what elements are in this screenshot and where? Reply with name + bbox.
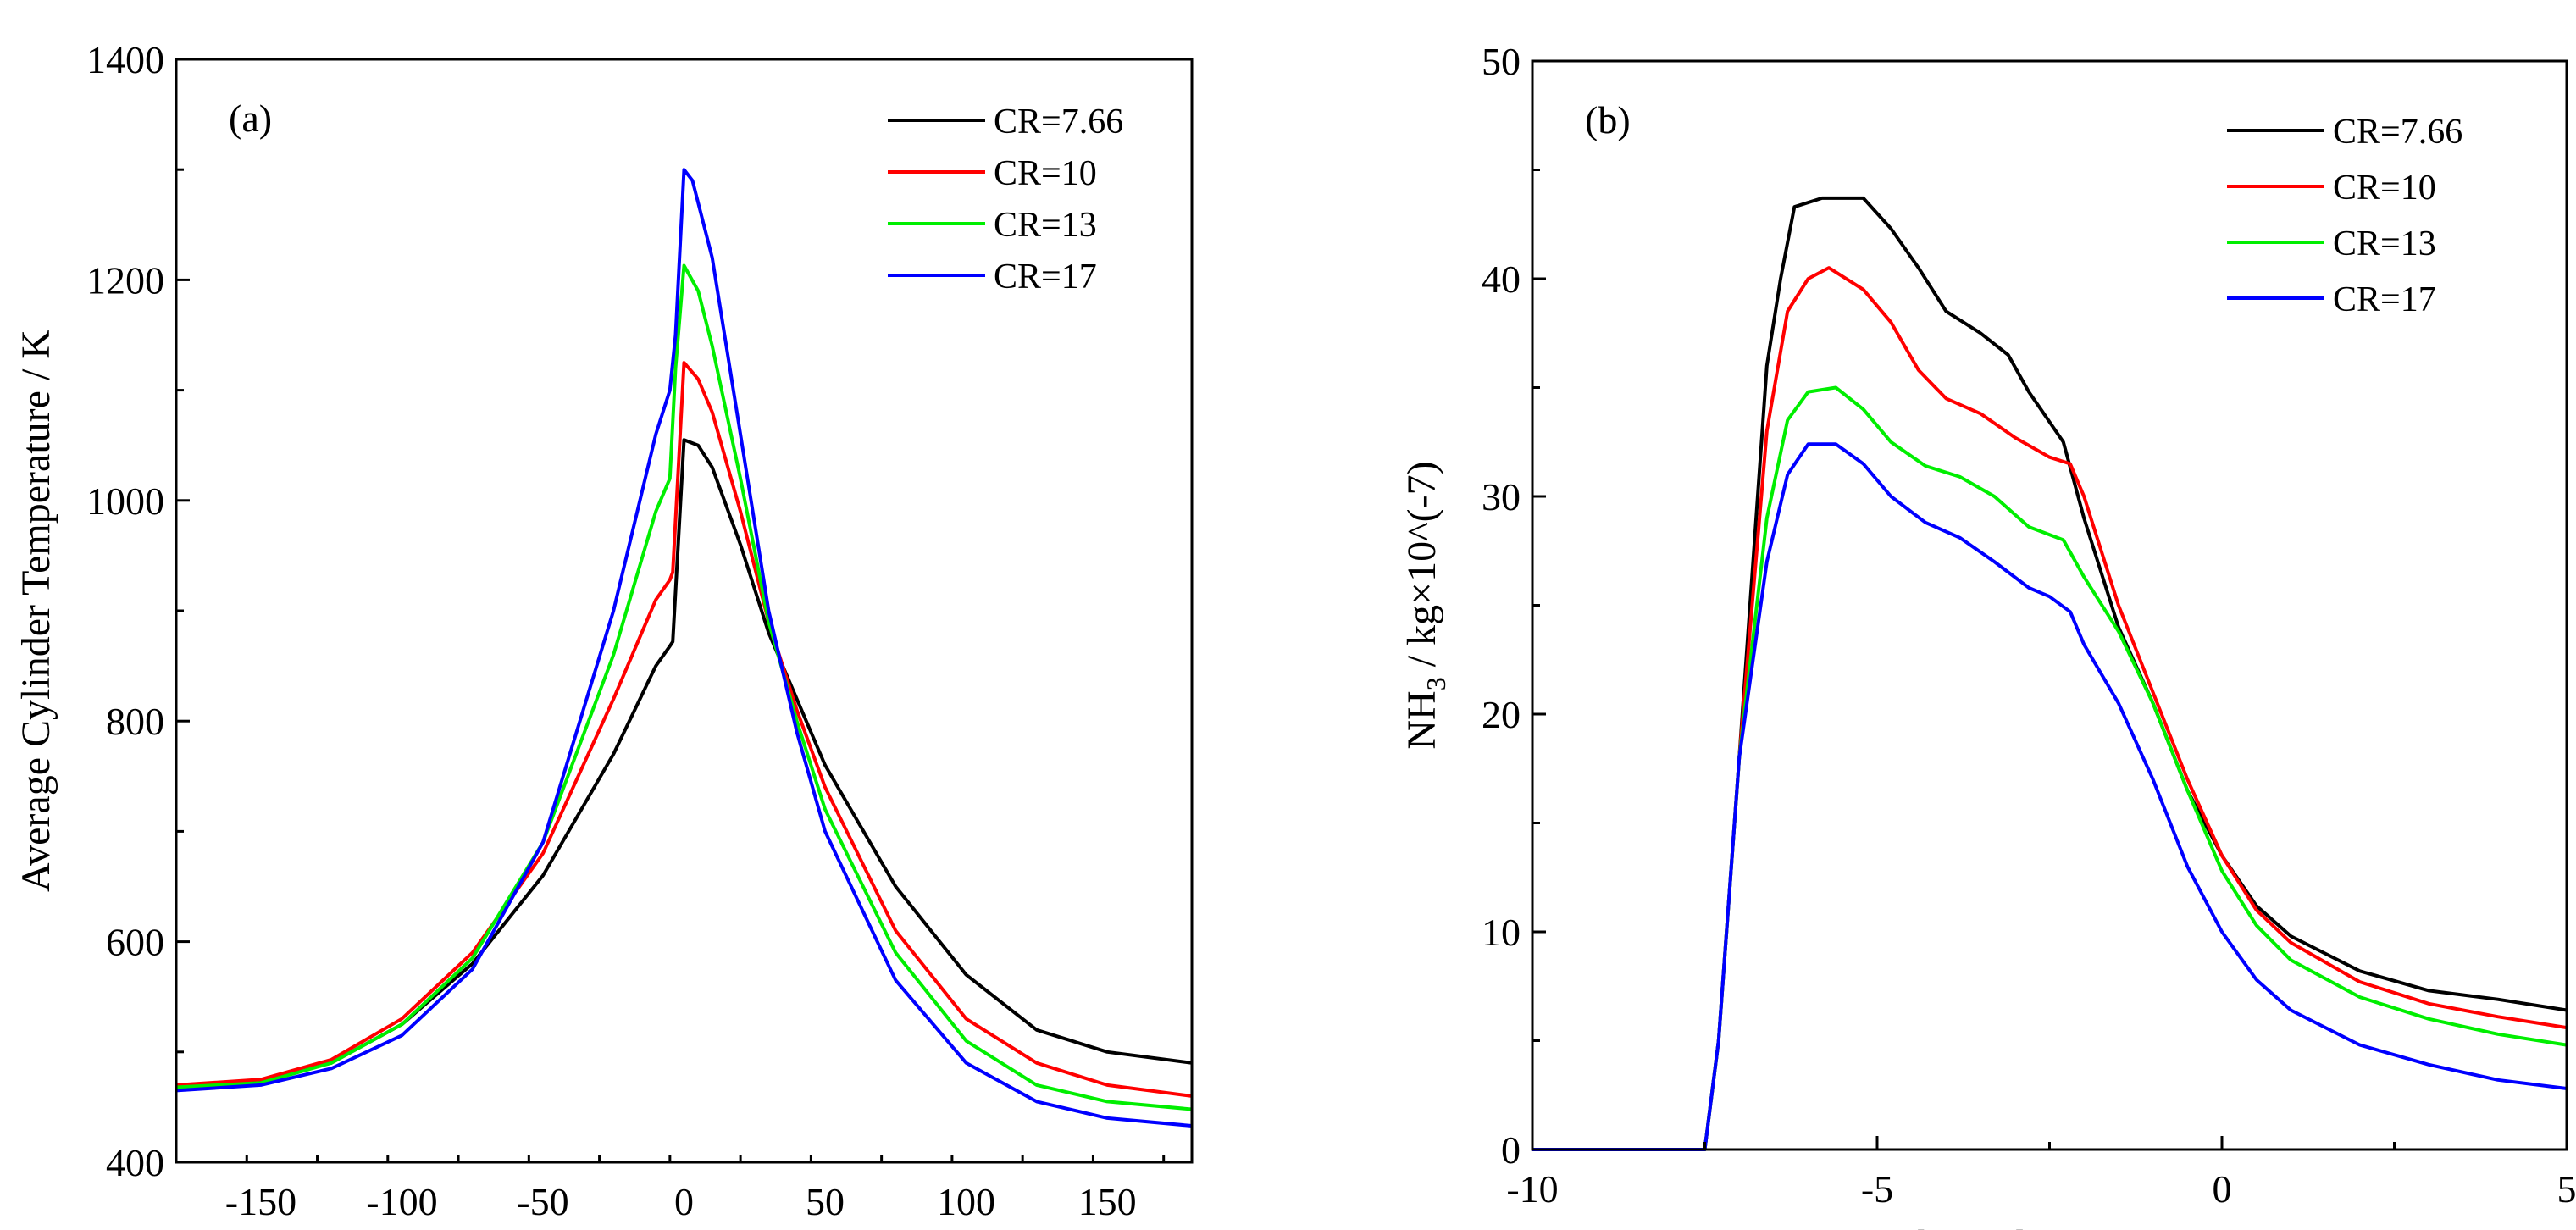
y-axis-label-subscript: 3: [1421, 677, 1451, 690]
x-tick-label: -50: [517, 1180, 568, 1223]
legend: CR=7.66 CR=10 CR=13 CR=17: [2227, 113, 2462, 319]
legend-label: CR=17: [994, 258, 1097, 296]
series-line-cr-7-66: [175, 438, 1193, 1087]
x-tick-label: -5: [1861, 1167, 1893, 1211]
y-axis-label-main: NH: [1399, 690, 1444, 749]
x-tick-label: 150: [1078, 1180, 1137, 1223]
x-tick-label: -100: [366, 1180, 437, 1223]
x-tick-label: 5: [2557, 1167, 2576, 1211]
series-line-cr-10: [175, 361, 1193, 1098]
y-tick-label: 600: [106, 921, 164, 964]
y-tick-label: 1400: [86, 38, 164, 81]
legend-label: CR=7.66: [994, 102, 1123, 141]
x-axis-label: Crank Angle / °CA ATDC: [1838, 1222, 2261, 1230]
panel-label: (a): [229, 97, 272, 140]
y-axis-label: NH3 / kg×10^(-7): [1399, 461, 1451, 749]
y-tick-label: 1200: [86, 258, 164, 302]
series-line-cr-17: [175, 168, 1193, 1128]
y-tick-label: 30: [1482, 475, 1521, 518]
y-tick-label: 400: [106, 1141, 164, 1184]
legend-label: CR=7.66: [2333, 113, 2462, 152]
y-tick-label: 10: [1482, 911, 1521, 954]
legend-label: CR=13: [994, 206, 1097, 245]
x-tick-label: -10: [1506, 1167, 1558, 1211]
x-tick-label: 0: [2213, 1167, 2232, 1211]
x-tick-label: 50: [806, 1180, 845, 1223]
y-tick-label: 800: [106, 700, 164, 743]
panel-label: (b): [1585, 98, 1631, 141]
chart-panel-b: -10-50501020304050Crank Angle / °CA ATDC…: [1399, 40, 2576, 1230]
y-tick-label: 0: [1501, 1128, 1521, 1172]
series-line-cr-13: [175, 263, 1193, 1111]
x-tick-label: 100: [937, 1180, 995, 1223]
legend-label: CR=10: [994, 154, 1097, 193]
series-line-cr-17: [1532, 442, 2568, 1151]
series-line-cr-10: [1532, 266, 2568, 1151]
legend-label: CR=10: [2333, 169, 2436, 208]
y-axis-label-rest: / kg×10^(-7): [1399, 461, 1444, 677]
legend-label: CR=13: [2333, 224, 2436, 263]
x-tick-label: -150: [225, 1180, 296, 1223]
y-tick-label: 40: [1482, 258, 1521, 301]
chart-panel-a: -150 -100 -50 0 50 100 150 400 600 800 1000 1200 140…: [14, 38, 1194, 1223]
y-tick-label: 20: [1482, 693, 1521, 736]
y-tick-label: 1000: [86, 479, 164, 523]
legend-label: CR=17: [2333, 280, 2436, 319]
x-tick-label: 0: [674, 1180, 694, 1223]
legend: CR=7.66 CR=10 CR=13 CR=17: [888, 102, 1123, 296]
series-line-cr-7-66: [1532, 196, 2568, 1151]
y-axis-label: Average Cylinder Temperature / K: [14, 330, 58, 892]
series-line-cr-13: [1532, 385, 2568, 1151]
y-tick-label: 50: [1482, 40, 1521, 83]
